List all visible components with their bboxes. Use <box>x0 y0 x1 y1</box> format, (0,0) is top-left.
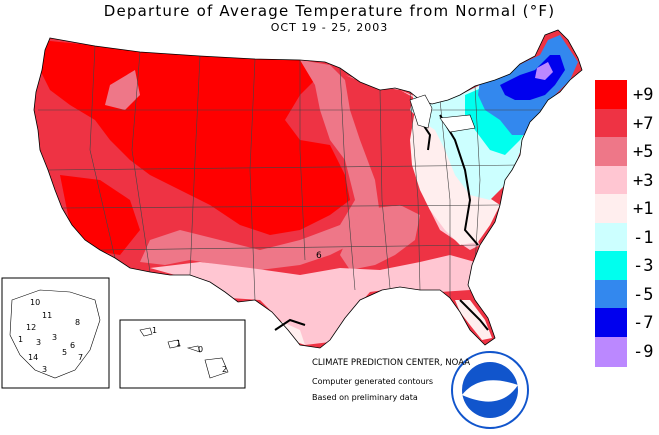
alaska-label: 6 <box>70 341 75 350</box>
legend-label: -1 <box>633 227 654 248</box>
alaska-inset: 10 11 12 1 3 3 5 6 7 8 14 3 <box>1 277 110 389</box>
alaska-label: 3 <box>52 333 57 342</box>
alaska-label: 5 <box>62 348 67 357</box>
map-subtitle: OCT 19 - 25, 2003 <box>270 21 389 34</box>
legend-swatch <box>595 279 627 310</box>
legend-swatch <box>595 308 627 338</box>
hawaii-label: 1 <box>176 339 181 348</box>
legend-label: -9 <box>633 341 654 362</box>
legend-swatch <box>595 251 627 281</box>
hawaii-label: 2 <box>222 365 227 374</box>
legend-label: -3 <box>633 256 654 276</box>
credit-center: CLIMATE PREDICTION CENTER, NOAA <box>312 358 471 368</box>
legend-swatch <box>595 336 627 367</box>
hawaii-label: 0 <box>198 345 203 354</box>
hawaii-inset: 1 1 0 2 <box>119 319 246 389</box>
legend-label: +3 <box>633 170 654 191</box>
legend-label: +1 <box>633 199 654 219</box>
credit-line-2: Computer generated contours <box>312 377 434 386</box>
conus-label: 6 <box>316 251 322 261</box>
legend-label: -5 <box>633 284 654 305</box>
hawaii-label: 1 <box>152 326 157 335</box>
credit-line-3: Based on preliminary data <box>312 393 418 402</box>
legend-swatch <box>595 194 627 224</box>
legend-swatch <box>595 108 627 139</box>
noaa-logo: NOAA <box>451 351 529 429</box>
noaa-logo-text: NOAA <box>478 382 510 393</box>
alaska-label: 10 <box>30 298 40 307</box>
alaska-label: 3 <box>36 338 41 347</box>
legend-swatch <box>595 80 627 110</box>
legend-label: +9 <box>633 85 654 105</box>
legend-label: +5 <box>633 142 654 162</box>
legend-swatch <box>595 165 627 196</box>
alaska-label: 3 <box>42 365 47 374</box>
legend-label: +7 <box>633 113 654 134</box>
alaska-label: 8 <box>75 318 80 327</box>
alaska-label: 1 <box>18 335 23 344</box>
conus-temperature-field: 6 <box>33 29 583 349</box>
alaska-label: 14 <box>28 353 38 362</box>
alaska-label: 12 <box>26 323 36 332</box>
legend-swatch <box>595 137 627 167</box>
alaska-label: 11 <box>42 311 52 320</box>
legend-swatch <box>595 222 627 253</box>
alaska-label: 7 <box>78 353 83 362</box>
map-title: Departure of Average Temperature from No… <box>103 2 556 20</box>
legend-label: -7 <box>633 313 654 333</box>
